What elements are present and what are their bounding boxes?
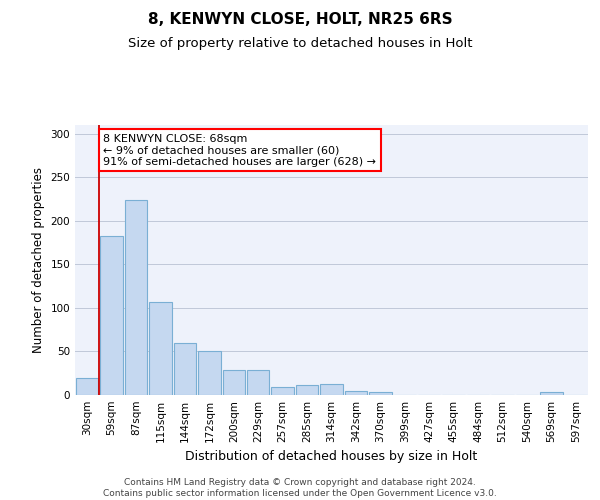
- Text: 8, KENWYN CLOSE, HOLT, NR25 6RS: 8, KENWYN CLOSE, HOLT, NR25 6RS: [148, 12, 452, 28]
- Bar: [125, 200, 148, 395]
- Bar: [247, 370, 269, 395]
- Bar: [223, 370, 245, 395]
- Text: Size of property relative to detached houses in Holt: Size of property relative to detached ho…: [128, 38, 472, 51]
- Text: Contains HM Land Registry data © Crown copyright and database right 2024.
Contai: Contains HM Land Registry data © Crown c…: [103, 478, 497, 498]
- Bar: [149, 302, 172, 395]
- Bar: [76, 378, 98, 395]
- Bar: [344, 390, 367, 395]
- X-axis label: Distribution of detached houses by size in Holt: Distribution of detached houses by size …: [185, 450, 478, 464]
- Bar: [296, 384, 319, 395]
- Y-axis label: Number of detached properties: Number of detached properties: [32, 167, 45, 353]
- Bar: [540, 392, 563, 395]
- Bar: [173, 342, 196, 395]
- Bar: [271, 387, 294, 395]
- Bar: [100, 236, 123, 395]
- Bar: [198, 352, 221, 395]
- Text: 8 KENWYN CLOSE: 68sqm
← 9% of detached houses are smaller (60)
91% of semi-detac: 8 KENWYN CLOSE: 68sqm ← 9% of detached h…: [103, 134, 376, 167]
- Bar: [320, 384, 343, 395]
- Bar: [369, 392, 392, 395]
